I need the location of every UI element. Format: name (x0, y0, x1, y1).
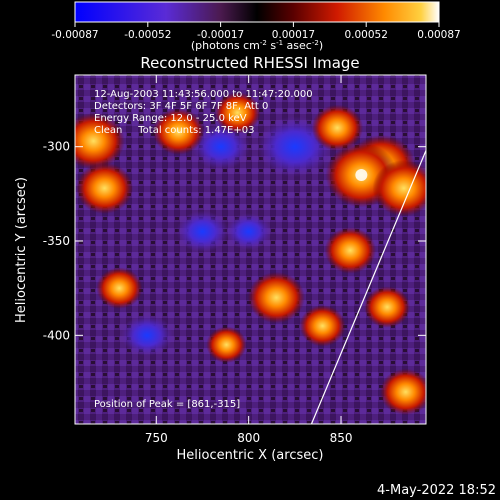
hot-region (372, 160, 426, 217)
peak-label: Position of Peak = [861,-315] (94, 399, 240, 410)
y-axis-label: Heliocentric Y (arcsec) (14, 177, 29, 323)
hot-region (364, 286, 411, 328)
footer-timestamp: 4-May-2022 18:52 (377, 483, 496, 498)
hot-region (214, 91, 261, 134)
colorbar-tick-label: -0.00087 (51, 29, 98, 41)
chart-title: Reconstructed RHESSI Image (140, 54, 359, 72)
colorbar (74, 1, 440, 23)
hot-region (311, 104, 364, 152)
colorbar-tick-label: 0.00087 (417, 29, 460, 41)
x-tick-label: 750 (145, 431, 168, 445)
cold-region (176, 210, 229, 253)
colorbar-tick-label: 0.00017 (272, 29, 315, 41)
hot-region (152, 108, 205, 155)
y-tick-label: -400 (43, 328, 70, 342)
colorbar-unit-label: (photons cm-2 s-1 asec-2) (191, 39, 323, 52)
x-axis-label: Heliocentric X (arcsec) (177, 448, 324, 463)
hot-region (247, 271, 305, 324)
x-tick-label: 850 (330, 431, 353, 445)
hot-regions (75, 91, 426, 416)
cold-region (121, 314, 174, 357)
annotation-line: 12-Aug-2003 11:43:56.000 to 11:47:20.000 (94, 89, 313, 100)
plot-frame (74, 74, 427, 425)
hot-region (379, 368, 426, 416)
annotation-line: Clean Total counts: 1.47E+03 (94, 125, 254, 136)
cold-regions (121, 116, 333, 357)
y-axis-ticks: -300 -350 -400 (43, 140, 426, 342)
solar-limb-line (310, 150, 426, 424)
colorbar-ticks: -0.00087 -0.00052 -0.00017 0.00017 0.00052 0.… (51, 22, 461, 41)
hot-region (96, 267, 143, 309)
hot-region (299, 305, 346, 347)
x-tick-label: 800 (237, 431, 260, 445)
cold-region (191, 123, 250, 170)
colorbar-tick-label: 0.00052 (344, 29, 387, 41)
cold-region (225, 213, 272, 250)
y-tick-label: -300 (43, 140, 70, 154)
x-axis-ticks: 750 800 850 (145, 75, 353, 445)
colorbar-tick-label: -0.00017 (197, 29, 244, 41)
annotation-block: 12-Aug-2003 11:43:56.000 to 11:47:20.000… (94, 89, 313, 136)
annotation-line: Detectors: 3F 4F 5F 6F 7F 8F, Att 0 (94, 101, 268, 112)
image-area (75, 75, 426, 424)
colorbar-tick-label: -0.00052 (124, 29, 171, 41)
hot-region (206, 326, 247, 364)
annotation-line: Energy Range: 12.0 - 25.0 keV (94, 113, 247, 124)
hot-region (324, 227, 377, 274)
peak-marker (355, 168, 368, 181)
y-tick-label: -350 (43, 234, 70, 248)
hot-region (76, 162, 134, 214)
hot-region (75, 112, 125, 170)
